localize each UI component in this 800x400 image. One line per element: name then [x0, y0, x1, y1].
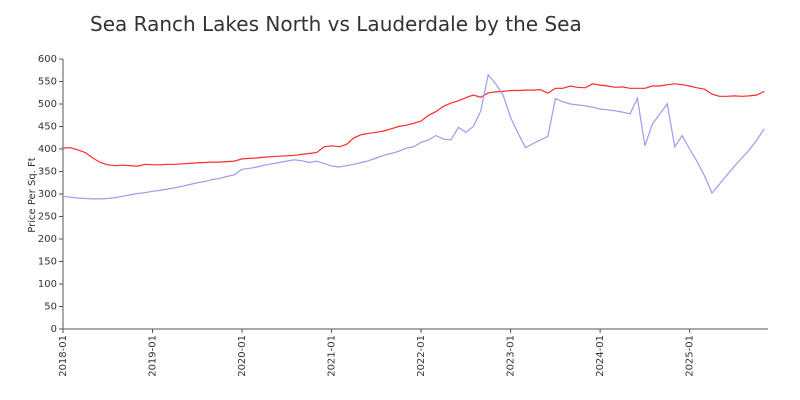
y-tick-label: 100 [38, 279, 57, 290]
x-tick-label: 2024-01 [595, 335, 606, 377]
y-tick-label: 200 [38, 234, 57, 245]
x-tick-label: 2021-01 [327, 335, 338, 377]
y-tick-label: 400 [38, 144, 57, 155]
y-tick-label: 250 [38, 212, 57, 223]
chart-title: Sea Ranch Lakes North vs Lauderdale by t… [90, 12, 582, 36]
line-series [62, 73, 765, 200]
y-tick-label: 0 [51, 324, 57, 335]
y-axis-label: Price Per Sq. Ft [27, 157, 38, 232]
x-tick-label: 2025-01 [685, 335, 696, 377]
x-tick-label: 2019-01 [148, 335, 159, 377]
x-tick-label: 2022-01 [416, 335, 427, 377]
y-tick-label: 150 [38, 257, 57, 268]
x-tick-label: 2018-01 [58, 335, 69, 377]
y-tick-label: 300 [38, 189, 57, 200]
line-series [62, 83, 765, 167]
x-tick-label: 2023-01 [506, 335, 517, 377]
y-tick-label: 50 [44, 302, 57, 313]
x-tick-label: 2020-01 [237, 335, 248, 377]
y-tick-label: 600 [38, 54, 57, 65]
y-tick-label: 450 [38, 122, 57, 133]
y-tick-label: 500 [38, 99, 57, 110]
y-tick-label: 550 [38, 77, 57, 88]
y-tick-label: 350 [38, 167, 57, 178]
